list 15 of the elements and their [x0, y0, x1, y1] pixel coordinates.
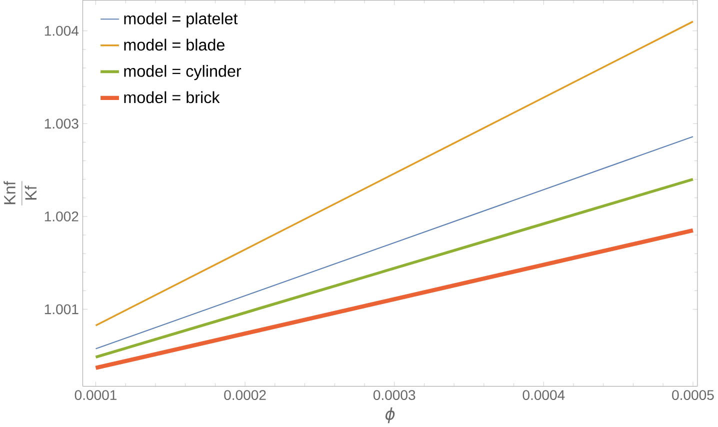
x-axis-title: ϕ: [386, 408, 395, 424]
legend-label: model = platelet: [124, 12, 238, 28]
y-tick-label: 1.001: [44, 304, 78, 314]
legend-label: model = cylinder: [124, 65, 242, 80]
x-tick-label: 0.0004: [522, 390, 565, 400]
x-tick-label: 0.0002: [224, 390, 266, 400]
x-tick-label: 0.0001: [74, 390, 117, 400]
legend-label: model = brick: [124, 91, 220, 104]
y-tick-label: 1.002: [44, 212, 78, 222]
legend-label: model = blade: [124, 38, 224, 51]
x-tick-label: 0.0003: [373, 390, 416, 400]
x-tick-label: 0.0005: [672, 390, 714, 400]
y-tick-label: 1.003: [44, 118, 78, 129]
y-axis-title: $\frac{\mathrm{Knf}}{\mathrm{Kf}}$: [4, 181, 36, 206]
y-tick-label: 1.004: [44, 26, 79, 36]
